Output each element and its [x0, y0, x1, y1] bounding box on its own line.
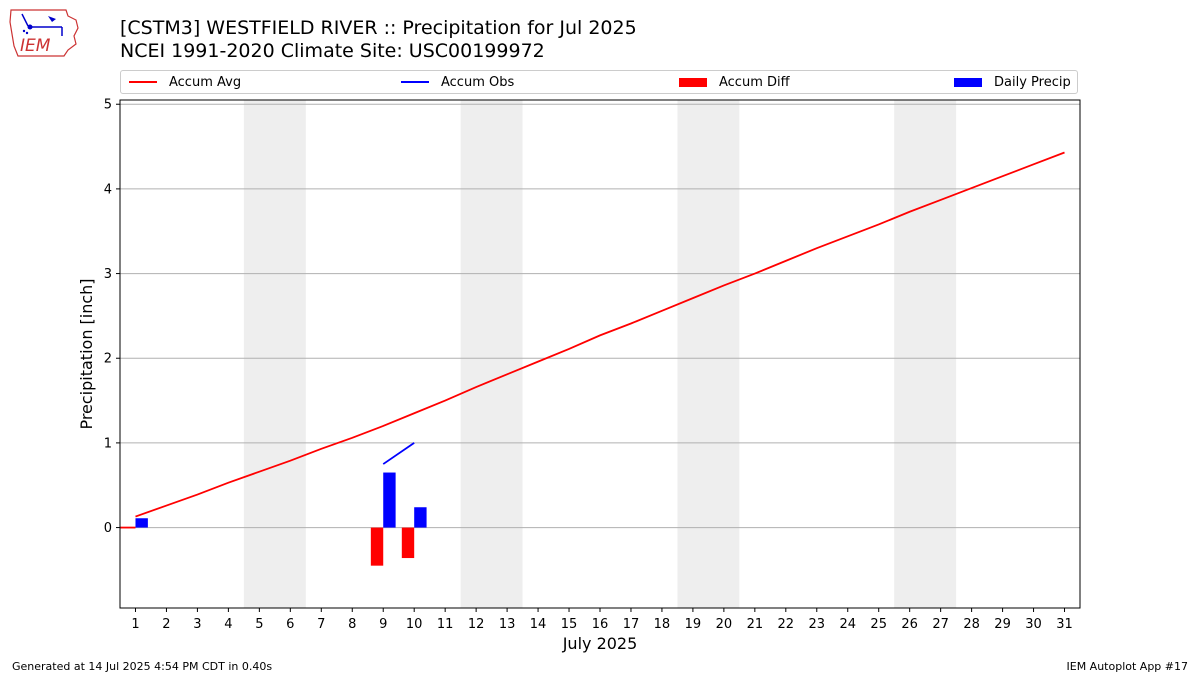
- weekend-band-4: [894, 100, 957, 608]
- x-tick-label-24: 24: [839, 617, 856, 632]
- x-tick-label-25: 25: [870, 617, 887, 632]
- x-tick-label-14: 14: [530, 617, 547, 632]
- legend-swatch-daily-precip: [954, 77, 982, 87]
- x-tick-label-21: 21: [747, 617, 764, 632]
- legend-swatch-accum-avg: [129, 81, 157, 83]
- x-tick-label-31: 31: [1056, 617, 1073, 632]
- x-tick-label-11: 11: [437, 617, 454, 632]
- generated-note: Generated at 14 Jul 2025 4:54 PM CDT in …: [12, 660, 273, 673]
- legend-label-accum-avg: Accum Avg: [169, 74, 242, 90]
- legend-item-accum-diff: Accum Diff: [679, 71, 790, 93]
- legend-item-accum-avg: Accum Avg: [129, 71, 241, 93]
- chart-title: [CSTM3] WESTFIELD RIVER :: Precipitation…: [120, 17, 637, 39]
- x-tick-label-27: 27: [932, 617, 949, 632]
- x-tick-label-2: 2: [162, 617, 170, 632]
- chart-subtitle: NCEI 1991-2020 Climate Site: USC00199972: [120, 40, 545, 62]
- x-tick-label-18: 18: [654, 617, 671, 632]
- legend-swatch-accum-diff: [679, 77, 707, 87]
- iem-logo: IEM: [9, 9, 79, 57]
- y-tick-label-0: 0: [104, 521, 112, 536]
- y-axis-label: Precipitation [inch]: [77, 278, 96, 429]
- x-tick-label-1: 1: [131, 617, 139, 632]
- x-tick-label-20: 20: [716, 617, 733, 632]
- app-note: IEM Autoplot App #17: [1066, 660, 1189, 673]
- x-tick-label-19: 19: [685, 617, 702, 632]
- series-line-accum-avg: [135, 151, 1065, 518]
- x-tick-label-8: 8: [348, 617, 356, 632]
- legend: Accum Avg Accum Obs Accum Diff Daily Pre…: [120, 70, 1078, 94]
- y-tick-label-3: 3: [104, 267, 112, 282]
- weekend-band-3: [677, 100, 740, 608]
- bar-daily-precip-9: [383, 472, 396, 528]
- x-tick-label-26: 26: [901, 617, 918, 632]
- weekend-band-1: [243, 100, 306, 608]
- x-tick-label-10: 10: [406, 617, 423, 632]
- x-tick-label-15: 15: [561, 617, 578, 632]
- legend-swatch-accum-obs: [401, 81, 429, 83]
- x-tick-label-22: 22: [778, 617, 795, 632]
- legend-label-accum-diff: Accum Diff: [719, 74, 790, 90]
- legend-item-daily-precip: Daily Precip: [954, 71, 1071, 93]
- x-tick-label-28: 28: [963, 617, 980, 632]
- bar-daily-precip-10: [414, 507, 427, 528]
- x-tick-label-13: 13: [499, 617, 516, 632]
- legend-label-accum-obs: Accum Obs: [441, 74, 515, 90]
- y-tick-label-1: 1: [104, 436, 112, 451]
- x-tick-label-4: 4: [224, 617, 232, 632]
- x-tick-label-16: 16: [592, 617, 609, 632]
- y-tick-label-4: 4: [104, 182, 112, 197]
- x-tick-label-30: 30: [1025, 617, 1042, 632]
- x-tick-label-17: 17: [623, 617, 640, 632]
- x-tick-label-23: 23: [809, 617, 826, 632]
- x-tick-label-7: 7: [317, 617, 325, 632]
- series-line-accum-obs: [382, 442, 415, 465]
- x-tick-label-9: 9: [379, 617, 387, 632]
- y-tick-label-5: 5: [104, 98, 112, 113]
- y-tick-label-2: 2: [104, 352, 112, 367]
- legend-item-accum-obs: Accum Obs: [401, 71, 514, 93]
- bar-daily-precip-1: [135, 518, 148, 528]
- x-axis-label: July 2025: [562, 634, 638, 653]
- x-tick-label-12: 12: [468, 617, 485, 632]
- x-tick-label-29: 29: [994, 617, 1011, 632]
- weekend-band-2: [460, 100, 523, 608]
- bar-accum-diff-10: [401, 527, 415, 559]
- x-tick-label-5: 5: [255, 617, 263, 632]
- x-tick-label-6: 6: [286, 617, 294, 632]
- bar-accum-diff-9: [370, 527, 384, 566]
- logo-text: IEM: [20, 36, 51, 56]
- x-tick-label-3: 3: [193, 617, 201, 632]
- legend-label-daily-precip: Daily Precip: [994, 74, 1071, 90]
